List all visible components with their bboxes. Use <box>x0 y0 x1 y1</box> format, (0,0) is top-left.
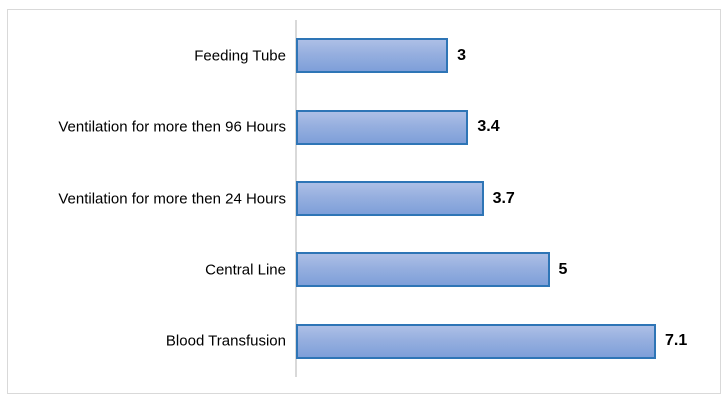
bar[interactable] <box>296 38 449 74</box>
category-label: Ventilation for more then 24 Hours <box>58 190 286 207</box>
y-axis-line <box>295 20 297 377</box>
category-label: Blood Transfusion <box>165 332 286 350</box>
bar[interactable] <box>296 109 469 145</box>
bar[interactable] <box>296 323 656 359</box>
value-label: 7.1 <box>664 332 688 350</box>
value-label: 3 <box>457 46 466 64</box>
category-label: Central Line <box>205 261 286 279</box>
category-label: Feeding Tube <box>194 47 286 65</box>
value-label: 3.4 <box>477 118 500 136</box>
value-label: 5 <box>558 260 568 278</box>
category-label: Ventilation for more then 96 Hours <box>58 118 286 136</box>
bar[interactable] <box>296 181 484 216</box>
value-label: 3.7 <box>492 189 515 207</box>
bar[interactable] <box>296 252 550 288</box>
